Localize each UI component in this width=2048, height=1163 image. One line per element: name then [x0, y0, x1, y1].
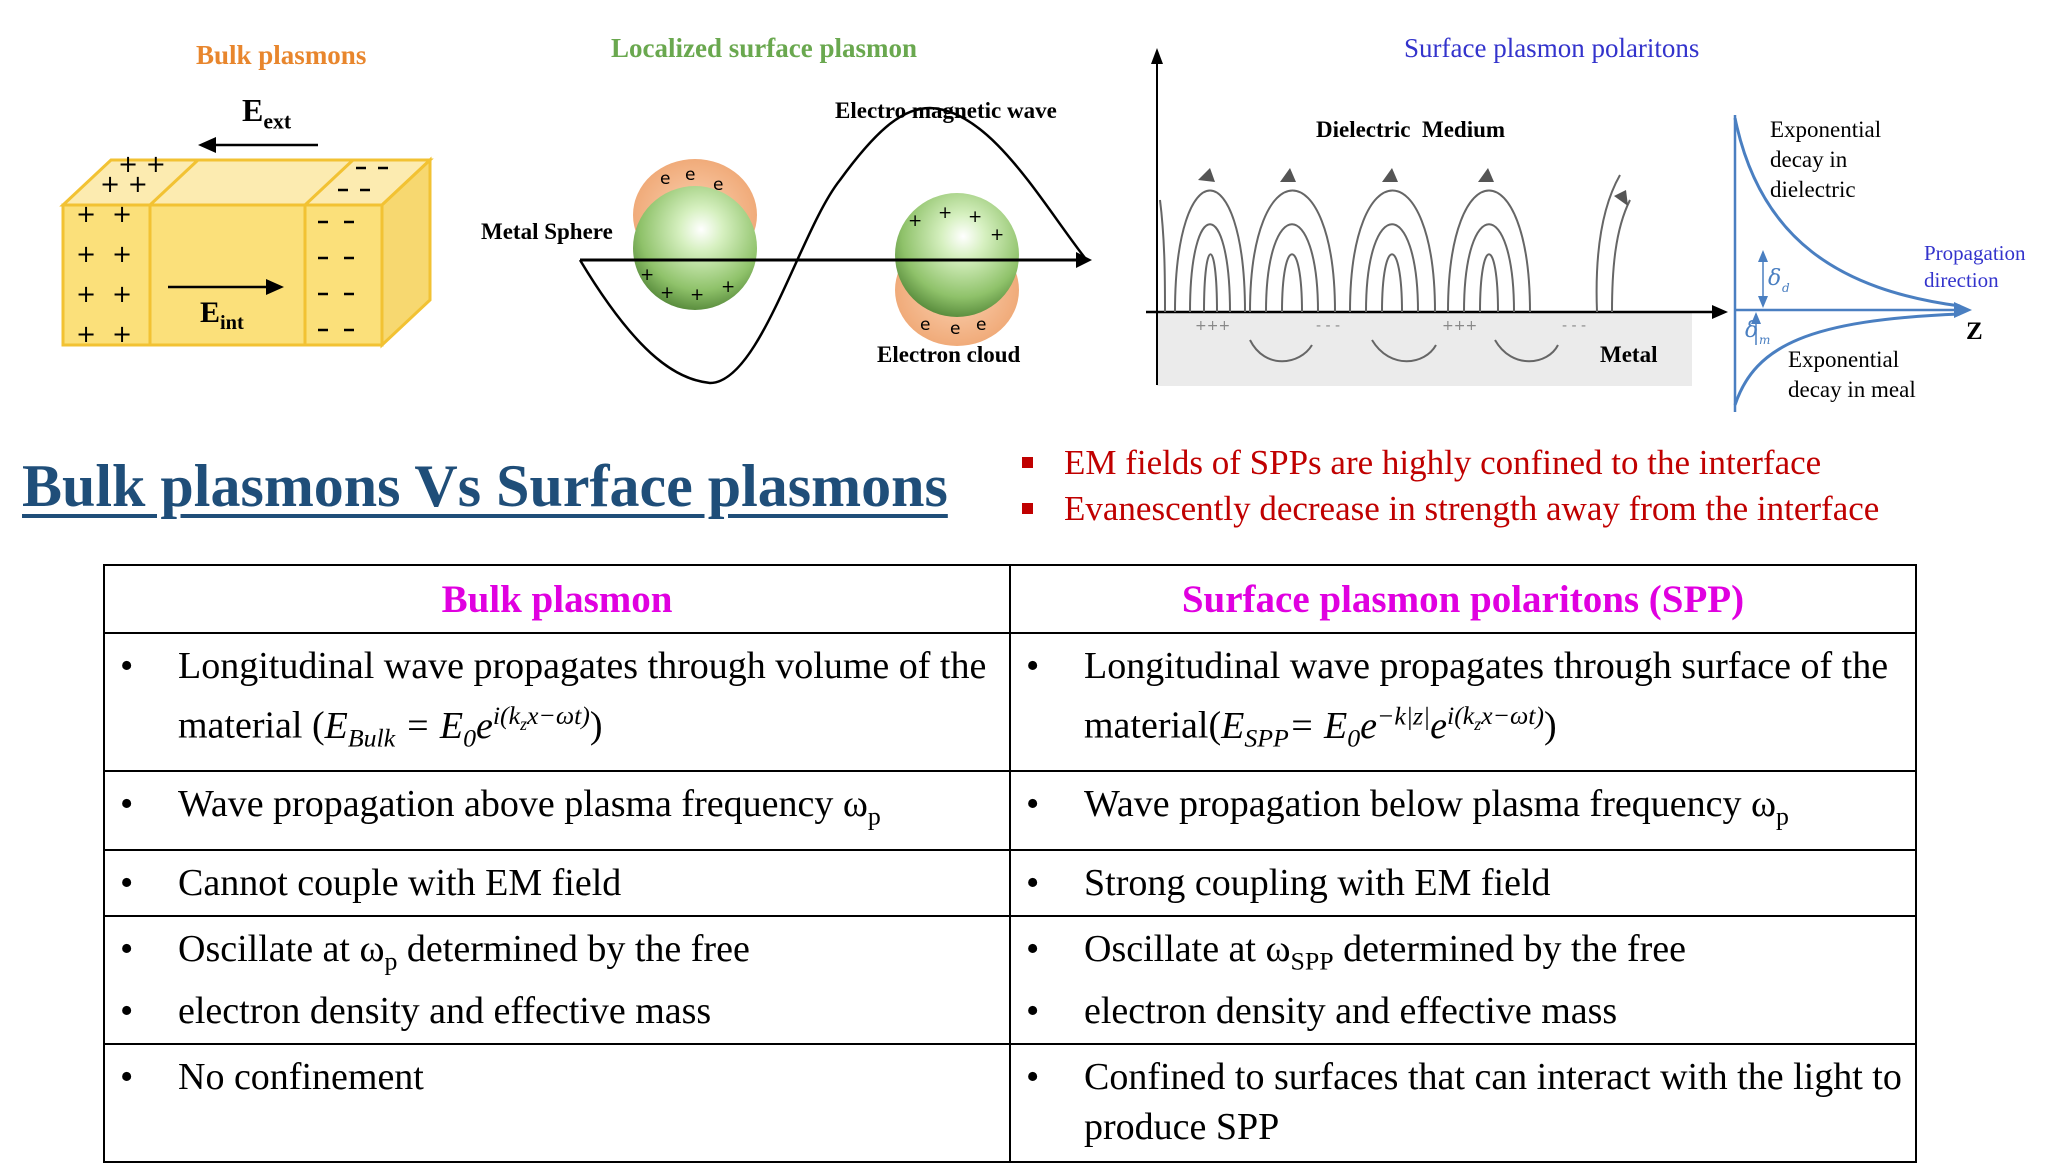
header-bulk-plasmon: Bulk plasmon: [103, 564, 1011, 634]
svg-text:e: e: [713, 175, 723, 195]
cell-item: Confined to surfaces that can interact w…: [1012, 1052, 1904, 1152]
svg-text:+: +: [690, 285, 704, 305]
table-cell: Longitudinal wave propagates through vol…: [103, 631, 1011, 773]
header-spp: Surface plasmon polaritons (SPP): [1009, 564, 1917, 634]
svg-text:e: e: [976, 315, 986, 335]
table-cell: Wave propagation above plasma frequency …: [103, 770, 1011, 851]
svg-text:e: e: [685, 165, 695, 185]
propagation-direction-label: Propagation direction: [1924, 241, 2026, 292]
key-point: EM fields of SPPs are highly confined to…: [1018, 440, 1879, 486]
table-row: Wave propagation above plasma frequency …: [103, 770, 1917, 851]
cell-item: Longitudinal wave propagates through sur…: [1012, 641, 1904, 763]
svg-text:d: d: [1782, 281, 1790, 295]
cell-item: electron density and effective mass: [1012, 986, 1904, 1036]
svg-text:+: +: [112, 280, 132, 308]
table-cell: Confined to surfaces that can interact w…: [1009, 1043, 1917, 1163]
svg-text:e: e: [950, 319, 960, 339]
table-cell: No confinement: [103, 1043, 1011, 1163]
table-row: Longitudinal wave propagates through vol…: [103, 631, 1917, 773]
svg-text:+: +: [938, 203, 952, 223]
cell-item: Wave propagation below plasma frequency …: [1012, 779, 1904, 842]
cell-item: Oscillate at ωp determined by the free: [106, 924, 998, 987]
e-ext-label: Eext: [242, 92, 292, 134]
svg-text:+: +: [76, 280, 96, 308]
bulk-plasmon-diagram: + + + + + + + + + + + +: [59, 137, 434, 349]
svg-text:+: +: [721, 277, 735, 297]
table-cell: Cannot couple with EM field: [103, 848, 1011, 917]
table-header-row: Bulk plasmon Surface plasmon polaritons …: [103, 564, 1917, 634]
cell-item: Wave propagation above plasma frequency …: [106, 779, 998, 842]
lsp-figure-title: Localized surface plasmon: [611, 33, 917, 63]
cell-item: No confinement: [106, 1052, 998, 1102]
metal-label: Metal: [1600, 342, 1658, 367]
metal-sphere-label: Metal Sphere: [481, 219, 613, 244]
table-cell: Wave propagation below plasma frequency …: [1009, 770, 1917, 851]
svg-text:e: e: [920, 315, 930, 335]
svg-text:+: +: [112, 200, 132, 228]
table-cell: Longitudinal wave propagates through sur…: [1009, 631, 1917, 773]
table-row: No confinement Confined to surfaces that…: [103, 1043, 1917, 1163]
svg-text:+: +: [908, 211, 922, 231]
svg-text:+: +: [640, 265, 654, 285]
e-int-label: Eint: [200, 296, 244, 334]
bulk-figure-title: Bulk plasmons: [196, 40, 367, 70]
comparison-table: Bulk plasmon Surface plasmon polaritons …: [103, 564, 1917, 1163]
svg-text:+ +: + +: [100, 170, 148, 198]
svg-text:+: +: [76, 240, 96, 268]
page-title: Bulk plasmons Vs Surface plasmons: [22, 453, 948, 519]
spp-decay-diagram: δ d δ m: [1733, 115, 1972, 412]
dielectric-medium-label: Dielectric Medium: [1316, 117, 1506, 142]
cell-item: Cannot couple with EM field: [106, 858, 998, 908]
svg-text:+: +: [112, 240, 132, 268]
svg-text:+: +: [968, 207, 982, 227]
electron-cloud-label: Electron cloud: [877, 342, 1021, 367]
svg-text:+: +: [76, 200, 96, 228]
decay-metal-label: Exponential decay in meal: [1788, 347, 1916, 402]
svg-text:+: +: [660, 283, 674, 303]
svg-text:e: e: [660, 169, 670, 189]
decay-dielectric-label: Exponential decay in dielectric: [1770, 117, 1882, 202]
svg-text:+ +: + +: [118, 150, 166, 178]
table-cell: Strong coupling with EM field: [1009, 848, 1917, 917]
cell-item: Longitudinal wave propagates through vol…: [106, 641, 998, 763]
table-row: Cannot couple with EM field Strong coupl…: [103, 848, 1917, 917]
svg-text:+++: +++: [1195, 318, 1230, 334]
table-cell: Oscillate at ωSPP determined by the free…: [1009, 914, 1917, 1046]
z-axis-label: Z: [1966, 318, 1983, 345]
spp-figure-title: Surface plasmon polaritons: [1404, 33, 1700, 63]
em-wave-label: Electro magnetic wave: [835, 98, 1057, 123]
svg-text:m: m: [1759, 333, 1770, 347]
cell-item: Strong coupling with EM field: [1012, 858, 1904, 908]
svg-text:- - -: - - -: [1316, 318, 1340, 334]
key-points-list: EM fields of SPPs are highly confined to…: [1018, 440, 1879, 532]
svg-text:+: +: [990, 225, 1004, 245]
svg-text:- - -: - - -: [1562, 318, 1586, 334]
cell-item: Oscillate at ωSPP determined by the free: [1012, 924, 1904, 987]
key-point: Evanescently decrease in strength away f…: [1018, 486, 1879, 532]
svg-text:+++: +++: [1442, 318, 1477, 334]
svg-text:δ: δ: [1768, 266, 1781, 291]
table-row: Oscillate at ωp determined by the free e…: [103, 914, 1917, 1046]
table-cell: Oscillate at ωp determined by the free e…: [103, 914, 1011, 1046]
svg-text:δ: δ: [1745, 318, 1758, 343]
svg-text:+: +: [76, 320, 96, 348]
cell-item: electron density and effective mass: [106, 986, 998, 1036]
spp-field-diagram: +++ - - - +++ - - -: [1146, 48, 1728, 386]
svg-text:+: +: [112, 320, 132, 348]
